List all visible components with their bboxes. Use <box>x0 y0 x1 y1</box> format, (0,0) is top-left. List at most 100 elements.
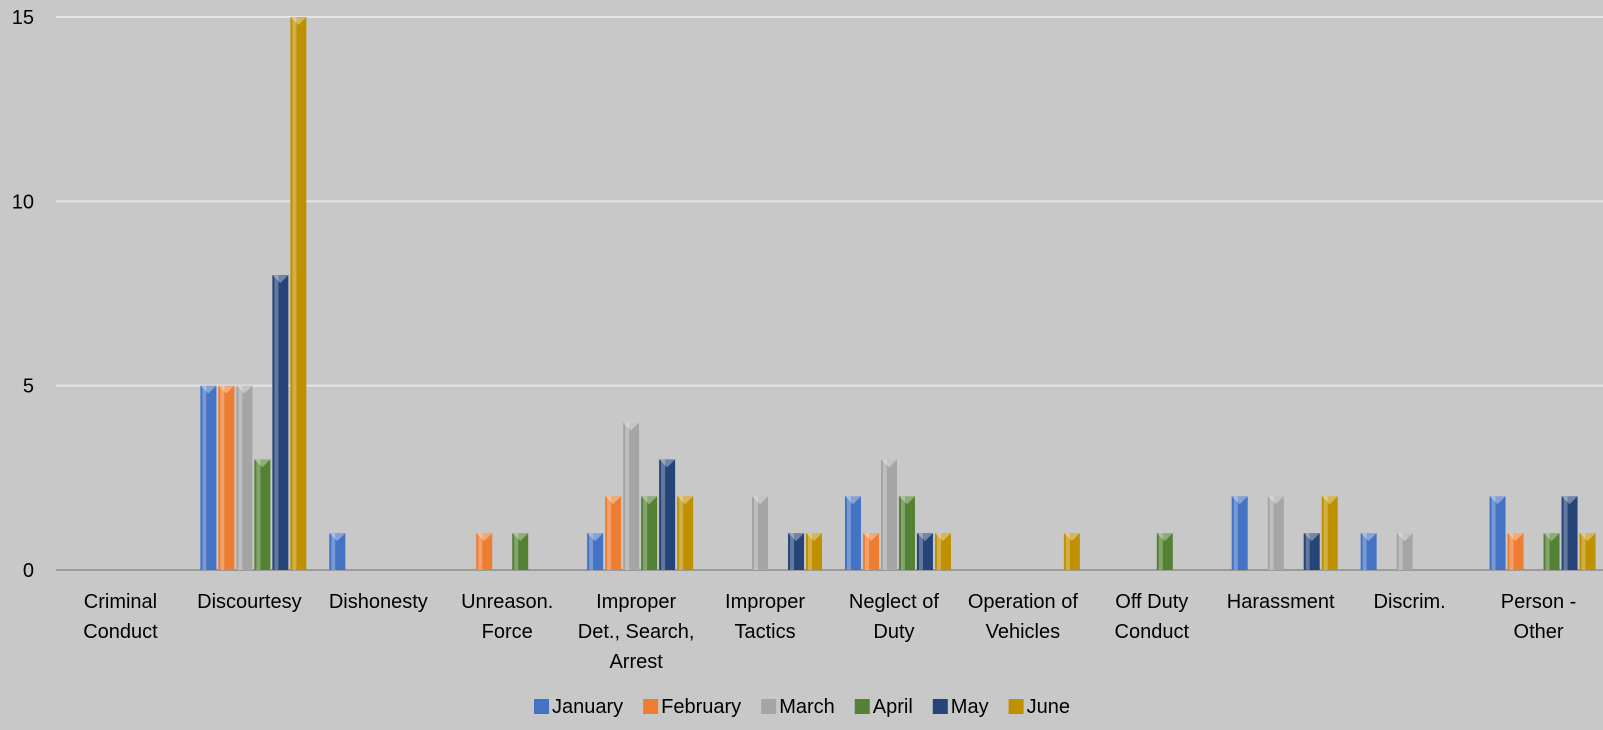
bar-highlight <box>292 17 297 570</box>
bar <box>1489 496 1506 570</box>
bar-highlight <box>625 422 630 570</box>
bar-highlight <box>1158 533 1163 570</box>
bar <box>1231 496 1248 570</box>
legend-item: April <box>854 696 913 718</box>
bar <box>752 496 769 570</box>
bar <box>476 533 493 570</box>
bar-bevel <box>659 459 676 468</box>
bar <box>659 459 676 570</box>
bar-highlight <box>202 385 207 570</box>
legend-swatch <box>854 699 870 714</box>
bar-body <box>898 496 915 570</box>
bar <box>1579 533 1596 570</box>
gridlines <box>56 16 1603 571</box>
bar-highlight <box>754 496 759 570</box>
bar <box>587 533 604 570</box>
bar-highlight <box>918 533 923 570</box>
bar-body <box>254 459 271 570</box>
y-tick-label: 10 <box>12 191 34 213</box>
legend-label: January <box>552 696 623 718</box>
x-tick-label: Unreason. Force <box>461 591 553 643</box>
bar-body <box>752 496 769 570</box>
legend-swatch <box>643 699 659 714</box>
x-tick-label: Operation of Vehicles <box>968 591 1079 643</box>
bar-highlight <box>846 496 851 570</box>
legend-label: April <box>873 696 913 718</box>
bar-highlight <box>1581 533 1586 570</box>
bar <box>934 533 951 570</box>
bar-body <box>329 533 346 570</box>
bar-bevel <box>1507 533 1524 542</box>
y-axis-ticks: 0 5 10 15 <box>12 7 34 582</box>
bar-bevel <box>752 496 769 505</box>
bar-body <box>623 422 640 570</box>
bar-body <box>916 533 933 570</box>
bar-body <box>659 459 676 570</box>
bar-highlight <box>643 496 648 570</box>
bar-body <box>1561 496 1578 570</box>
bar-highlight <box>1323 496 1328 570</box>
bar <box>1507 533 1524 570</box>
x-axis-labels: Criminal Conduct Discourtesy Dishonesty Unre… <box>83 591 1576 673</box>
bar <box>254 459 271 570</box>
bar-bevel <box>862 533 879 542</box>
bar <box>1360 533 1377 570</box>
bar-bevel <box>677 496 694 505</box>
bar-bevel <box>329 533 346 542</box>
x-tick-label: Neglect of Duty <box>849 591 939 643</box>
bar-bevel <box>1360 533 1377 542</box>
x-tick-label: Discourtesy <box>197 591 301 613</box>
bar-body <box>290 17 307 570</box>
bar-body <box>862 533 879 570</box>
bar-highlight <box>1509 533 1514 570</box>
bar-body <box>1063 533 1080 570</box>
legend-swatch <box>932 699 948 714</box>
bar-highlight <box>589 533 594 570</box>
bar-highlight <box>900 496 905 570</box>
bar-bevel <box>1489 496 1506 505</box>
bar <box>641 496 658 570</box>
bar-bevel <box>1231 496 1248 505</box>
bar <box>898 496 915 570</box>
bar-body <box>605 496 622 570</box>
bar <box>623 422 640 570</box>
bar-bevel <box>218 385 235 394</box>
bar-highlight <box>331 533 336 570</box>
bar-bevel <box>1396 533 1413 542</box>
bar-highlight <box>1563 496 1568 570</box>
legend-item: June <box>1008 696 1070 718</box>
bar-highlight <box>864 533 869 570</box>
bar-highlight <box>1545 533 1550 570</box>
bar-highlight <box>478 533 483 570</box>
bar <box>788 533 805 570</box>
bar-bevel <box>587 533 604 542</box>
bar <box>1156 533 1173 570</box>
bar <box>200 385 217 570</box>
bar-highlight <box>936 533 941 570</box>
bar-bevel <box>254 459 271 468</box>
legend-label: February <box>661 696 741 718</box>
bar-highlight <box>256 459 261 570</box>
bar-bevel <box>806 533 823 542</box>
bar-bevel <box>623 422 640 431</box>
legend-swatch <box>1008 699 1024 714</box>
legend-swatch <box>534 699 549 714</box>
bar-body <box>1267 496 1284 570</box>
bar-highlight <box>1305 533 1310 570</box>
y-tick-label: 0 <box>23 560 34 582</box>
bar-bevel <box>290 17 307 25</box>
bar-highlight <box>1491 496 1496 570</box>
bar-highlight <box>607 496 612 570</box>
bar-bevel <box>916 533 933 542</box>
bar-body <box>1507 533 1524 570</box>
bar-highlight <box>1269 496 1274 570</box>
bar <box>1063 533 1080 570</box>
bars <box>200 17 1596 570</box>
bar-bevel <box>236 385 253 394</box>
y-tick-label: 15 <box>12 7 34 29</box>
bar-body <box>844 496 861 570</box>
bar-bevel <box>476 533 493 542</box>
bar-body <box>272 275 289 570</box>
x-tick-label: Improper Det., Search, Arrest <box>578 591 695 673</box>
bar <box>1321 496 1338 570</box>
